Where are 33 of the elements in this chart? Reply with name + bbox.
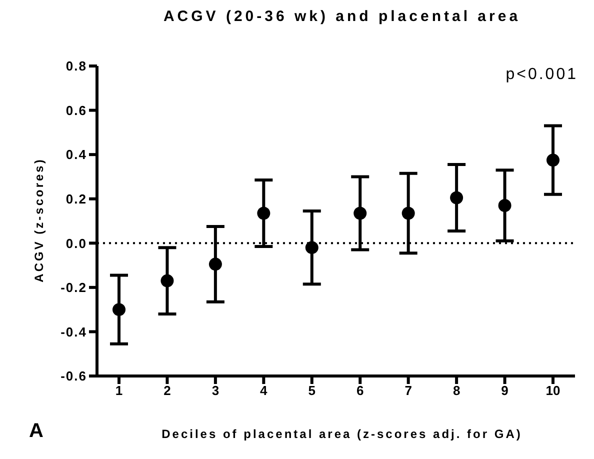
x-tick-label: 9 [501, 383, 508, 398]
point [546, 154, 560, 167]
x-tick-label: 10 [546, 383, 560, 398]
point [305, 241, 318, 254]
x-tick-label: 8 [452, 383, 460, 398]
y-tick-label: 0.8 [66, 58, 87, 74]
point [112, 303, 126, 316]
y-tick-label: -0.4 [60, 324, 87, 340]
x-axis-title: Deciles of placental area (z-scores adj. for GA) [160, 427, 524, 441]
point [450, 191, 464, 204]
y-axis-title: ACGV (z-scores) [32, 156, 46, 284]
point [402, 206, 415, 220]
y-tick-label: -0.6 [60, 368, 87, 384]
y-tick-label: 0.6 [66, 102, 87, 118]
y-tick-label: 0.0 [66, 236, 87, 251]
point [257, 206, 270, 220]
x-tick-label: 3 [212, 383, 220, 398]
x-tick-label: 6 [356, 383, 364, 398]
chart-title: ACGV (20-36 wk) and placental area [162, 8, 522, 25]
point [208, 258, 222, 271]
y-tick-label: 0.2 [66, 191, 87, 206]
y-tick-label: 0.4 [66, 147, 87, 162]
point [498, 199, 512, 212]
x-tick-label: 1 [115, 383, 123, 398]
x-tick-label: 5 [308, 383, 316, 398]
annotation: p<0.001 [506, 66, 578, 84]
x-tick-label: 4 [260, 383, 268, 398]
point [160, 274, 174, 288]
point [354, 206, 367, 220]
x-tick-label: 7 [404, 383, 412, 398]
text: A [29, 420, 44, 443]
y-tick-label: -0.2 [60, 280, 87, 296]
x-tick-label: 2 [164, 383, 171, 398]
